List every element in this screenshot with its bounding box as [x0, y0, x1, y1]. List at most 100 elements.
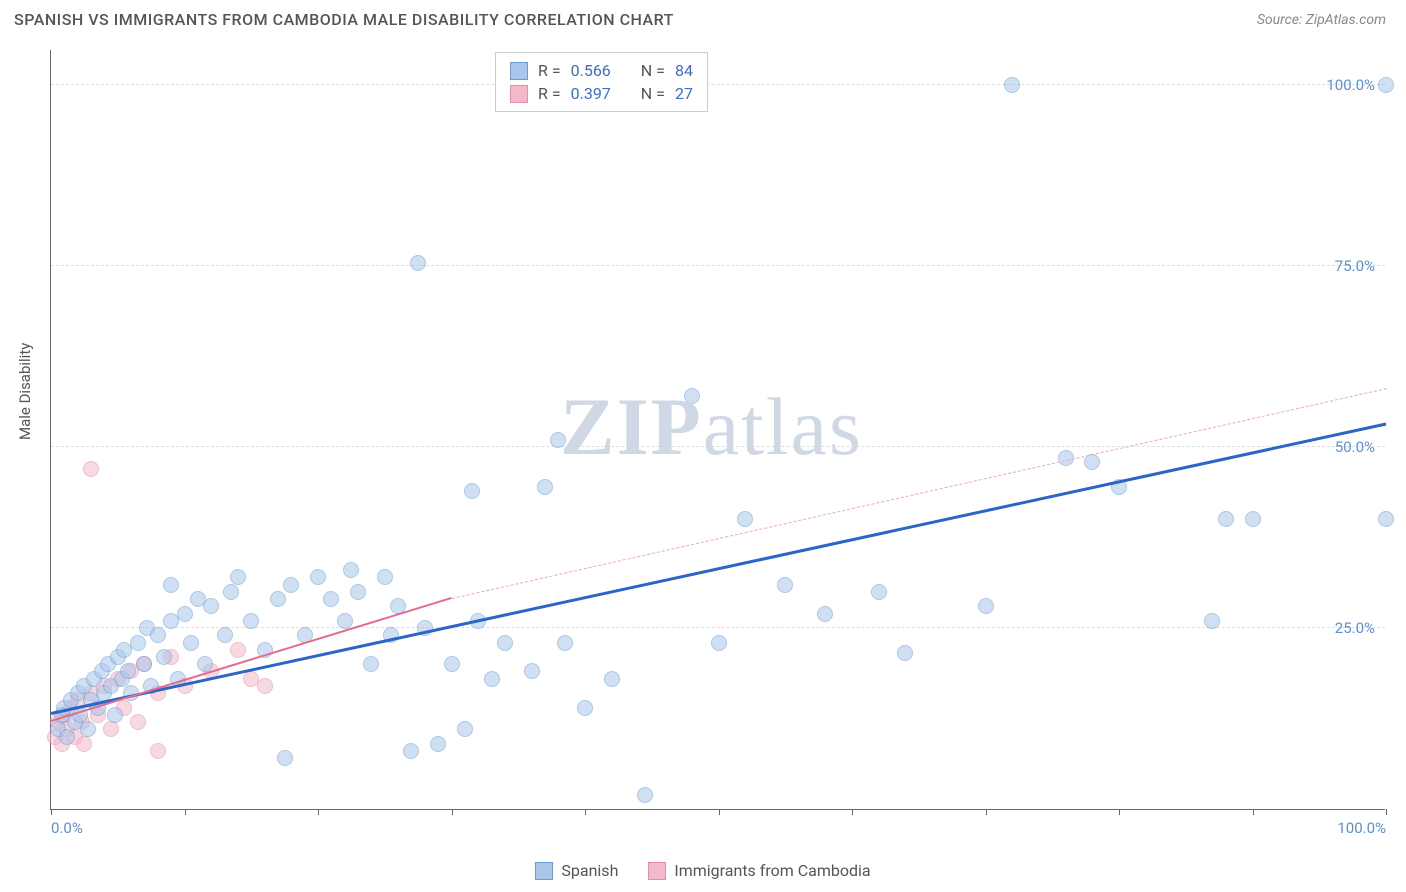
x-tick-mark	[986, 809, 987, 815]
y-tick-label: 100.0%	[1326, 76, 1375, 94]
scatter-point	[817, 606, 833, 622]
scatter-point	[80, 721, 96, 737]
y-tick-label: 75.0%	[1335, 257, 1375, 275]
scatter-point	[777, 577, 793, 593]
scatter-point	[107, 707, 123, 723]
x-tick-mark	[318, 809, 319, 815]
scatter-point	[130, 635, 146, 651]
legend-swatch	[510, 85, 528, 103]
scatter-point	[897, 645, 913, 661]
scatter-point	[403, 743, 419, 759]
scatter-point	[577, 700, 593, 716]
scatter-point	[163, 577, 179, 593]
scatter-point	[363, 656, 379, 672]
scatter-point	[524, 663, 540, 679]
scatter-point	[150, 743, 166, 759]
gridline	[51, 446, 1385, 447]
scatter-point	[217, 627, 233, 643]
scatter-point	[1218, 511, 1234, 527]
y-tick-label: 25.0%	[1335, 619, 1375, 637]
n-label: N =	[641, 84, 665, 103]
chart-header: SPANISH VS IMMIGRANTS FROM CAMBODIA MALE…	[0, 0, 1406, 37]
scatter-point	[537, 479, 553, 495]
r-value: 0.566	[571, 61, 611, 80]
n-value: 27	[675, 84, 693, 103]
r-label: R =	[538, 84, 561, 103]
y-tick-label: 50.0%	[1335, 438, 1375, 456]
chart-title: SPANISH VS IMMIGRANTS FROM CAMBODIA MALE…	[14, 10, 674, 29]
r-label: R =	[538, 61, 561, 80]
scatter-point	[1004, 77, 1020, 93]
trend-line-extrapolated	[451, 388, 1386, 599]
x-tick-mark	[585, 809, 586, 815]
x-tick-label: 0.0%	[51, 819, 83, 837]
x-tick-mark	[185, 809, 186, 815]
scatter-point	[350, 584, 366, 600]
scatter-point	[457, 721, 473, 737]
scatter-point	[223, 584, 239, 600]
x-tick-mark	[1386, 809, 1387, 815]
x-tick-mark	[51, 809, 52, 815]
scatter-point	[136, 656, 152, 672]
x-tick-mark	[1119, 809, 1120, 815]
scatter-point	[1245, 511, 1261, 527]
scatter-point	[230, 642, 246, 658]
scatter-point	[103, 721, 119, 737]
legend-label: Spanish	[561, 861, 618, 880]
stats-legend-row: R = 0.397 N = 27	[510, 82, 693, 105]
x-tick-mark	[452, 809, 453, 815]
scatter-point	[684, 388, 700, 404]
scatter-chart: 25.0%50.0%75.0%100.0%0.0%100.0%	[50, 50, 1385, 810]
scatter-point	[83, 461, 99, 477]
legend-swatch	[535, 862, 553, 880]
scatter-point	[120, 663, 136, 679]
stats-legend: R = 0.566 N = 84 R = 0.397 N = 27	[495, 52, 708, 112]
scatter-point	[76, 736, 92, 752]
scatter-point	[177, 606, 193, 622]
scatter-point	[230, 569, 246, 585]
x-tick-mark	[1253, 809, 1254, 815]
scatter-point	[637, 787, 653, 803]
scatter-point	[1204, 613, 1220, 629]
x-tick-mark	[719, 809, 720, 815]
n-value: 84	[675, 61, 693, 80]
scatter-point	[156, 649, 172, 665]
scatter-point	[377, 569, 393, 585]
scatter-point	[497, 635, 513, 651]
scatter-point	[871, 584, 887, 600]
scatter-point	[337, 613, 353, 629]
scatter-point	[737, 511, 753, 527]
legend-label: Immigrants from Cambodia	[674, 861, 870, 880]
scatter-point	[270, 591, 286, 607]
r-value: 0.397	[571, 84, 611, 103]
gridline	[51, 84, 1385, 85]
x-tick-label: 100.0%	[1337, 819, 1386, 837]
scatter-point	[59, 729, 75, 745]
scatter-point	[1378, 77, 1394, 93]
series-legend: Spanish Immigrants from Cambodia	[0, 861, 1406, 880]
scatter-point	[257, 678, 273, 694]
scatter-point	[1378, 511, 1394, 527]
scatter-point	[604, 671, 620, 687]
scatter-point	[310, 569, 326, 585]
scatter-point	[150, 627, 166, 643]
scatter-point	[557, 635, 573, 651]
legend-item: Spanish	[535, 861, 618, 880]
chart-source: Source: ZipAtlas.com	[1257, 12, 1386, 28]
y-axis-label: Male Disability	[16, 343, 34, 440]
scatter-point	[277, 750, 293, 766]
scatter-point	[410, 255, 426, 271]
scatter-point	[711, 635, 727, 651]
scatter-point	[430, 736, 446, 752]
gridline	[51, 265, 1385, 266]
scatter-point	[183, 635, 199, 651]
trend-line	[51, 423, 1387, 715]
n-label: N =	[641, 61, 665, 80]
legend-item: Immigrants from Cambodia	[648, 861, 870, 880]
scatter-point	[978, 598, 994, 614]
scatter-point	[243, 613, 259, 629]
legend-swatch	[648, 862, 666, 880]
stats-legend-row: R = 0.566 N = 84	[510, 59, 693, 82]
legend-swatch	[510, 62, 528, 80]
scatter-point	[283, 577, 299, 593]
